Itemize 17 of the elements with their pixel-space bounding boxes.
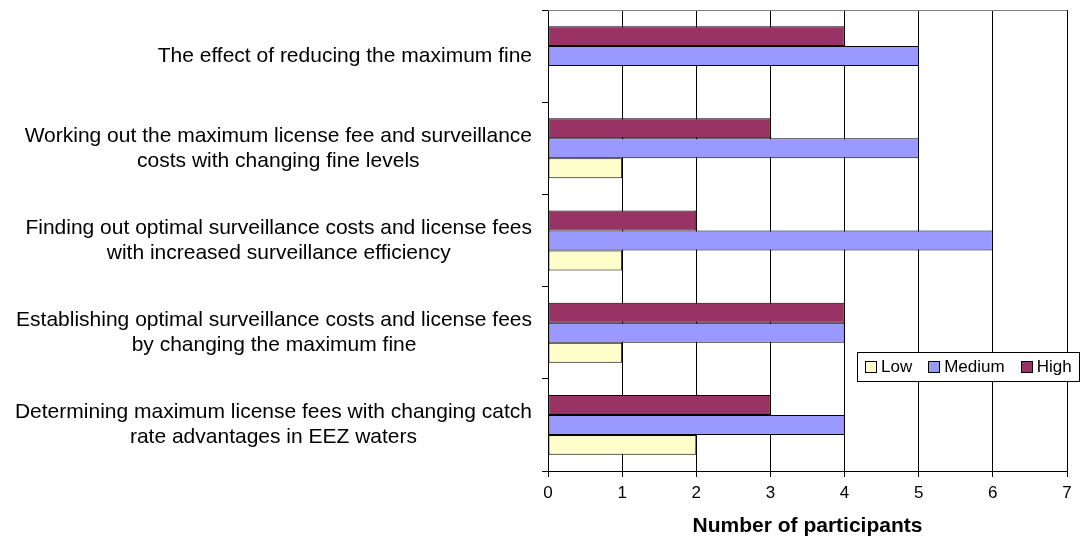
x-axis-title: Number of participants bbox=[692, 513, 923, 537]
y-tick-label: Determining maximum license fees with changing catch rate advantages in EEZ waters bbox=[14, 399, 533, 448]
y-tick-label: The effect of reducing the maximum fine bbox=[157, 42, 533, 66]
legend-label: Low bbox=[881, 356, 913, 378]
x-tick-label: 5 bbox=[913, 482, 924, 502]
y-tick-label: Working out the maximum license fee and surveillance costs with changing fine levels bbox=[24, 122, 532, 171]
x-tick-label: 7 bbox=[1062, 482, 1072, 502]
x-tick-label: 0 bbox=[543, 482, 553, 502]
x-tick-label: 4 bbox=[839, 482, 850, 502]
legend-label: Medium bbox=[944, 356, 1005, 378]
x-tick-label: 2 bbox=[691, 482, 702, 502]
x-tick-label: 1 bbox=[617, 482, 627, 502]
y-tick-label: Establishing optimal surveillance costs and license fees by changing the maximum fine bbox=[16, 307, 532, 355]
y-tick-label: Finding out optimal surveillance costs and license fees with increased surveillance efficiency bbox=[25, 214, 532, 263]
x-tick-label: 6 bbox=[988, 482, 998, 502]
x-tick-label: 3 bbox=[765, 482, 776, 502]
legend-label: High bbox=[1036, 356, 1072, 378]
